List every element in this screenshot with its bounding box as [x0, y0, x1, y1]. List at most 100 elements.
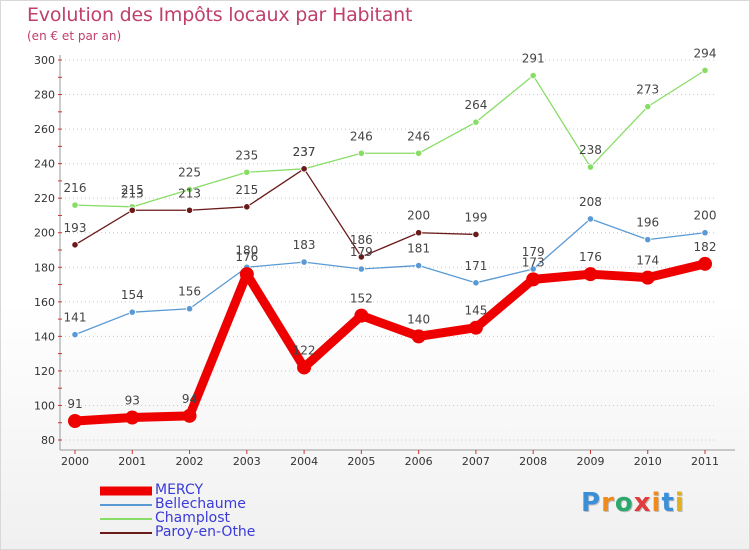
data-point — [71, 201, 79, 209]
data-point — [128, 206, 136, 214]
data-point — [640, 270, 655, 285]
data-label: 215 — [235, 183, 258, 197]
data-point — [357, 253, 365, 261]
grid — [65, 59, 715, 441]
data-label: 94 — [182, 392, 197, 406]
data-point — [185, 305, 194, 313]
series-line — [74, 218, 706, 336]
data-label: 294 — [694, 46, 717, 60]
data-point — [300, 258, 308, 266]
data-label: 246 — [407, 129, 430, 143]
data-point — [297, 360, 312, 375]
data-point — [583, 267, 598, 282]
proxiti-logo: Proxiti — [581, 488, 685, 518]
data-point — [239, 267, 254, 282]
x-tick-label: 2005 — [347, 455, 375, 468]
x-tick-label: 2008 — [519, 455, 547, 468]
data-label: 213 — [178, 186, 201, 200]
y-tick-label: 100 — [34, 399, 55, 412]
data-label: 193 — [64, 221, 87, 235]
data-point — [415, 229, 423, 237]
logo-letter: r — [601, 488, 615, 518]
data-point — [411, 329, 426, 344]
y-tick-label: 300 — [34, 54, 55, 67]
data-point — [472, 118, 480, 126]
data-point — [71, 331, 79, 339]
data-point — [243, 168, 251, 176]
data-point — [472, 279, 480, 287]
legend-label: MERCY — [155, 482, 204, 498]
data-point — [644, 103, 652, 111]
series-group — [68, 66, 712, 428]
data-point — [526, 272, 541, 287]
logo-letter: o — [614, 488, 634, 518]
data-label: 215 — [121, 183, 144, 197]
chart-subtitle: (en € et par an) — [27, 29, 122, 43]
data-label: 208 — [579, 195, 602, 209]
data-point — [68, 414, 82, 428]
x-tick-label: 2009 — [576, 455, 604, 468]
data-point — [185, 206, 194, 214]
data-point — [701, 229, 709, 237]
data-label: 237 — [293, 145, 316, 159]
logo-letter: x — [633, 488, 652, 518]
data-point — [125, 410, 140, 425]
y-tick-label: 160 — [34, 296, 55, 309]
logo-letter: i — [651, 488, 662, 518]
data-label: 156 — [178, 285, 201, 299]
legend-label: Bellechaume — [155, 496, 246, 512]
y-tick-label: 80 — [41, 434, 55, 447]
logo-letter: P — [581, 488, 602, 518]
data-label: 176 — [235, 250, 258, 264]
data-point — [529, 265, 537, 273]
axes: 80 100 120 140 160 180 200 220 240 260 280 300 2000 2… — [34, 54, 735, 468]
data-label: 179 — [522, 245, 545, 259]
series-line — [74, 168, 477, 258]
data-label: 154 — [121, 288, 144, 302]
y-tick-label: 120 — [34, 365, 55, 378]
series-champlost — [71, 66, 709, 211]
x-tick-label: 2010 — [634, 455, 662, 468]
data-point — [357, 265, 365, 273]
data-label: 291 — [522, 52, 545, 66]
legend-swatch — [100, 486, 152, 496]
data-point — [415, 149, 423, 157]
data-label: 182 — [694, 240, 717, 254]
legend-item: Champlost — [100, 511, 360, 526]
x-tick-label: 2001 — [118, 455, 146, 468]
series-bellechaume — [71, 215, 709, 339]
data-point — [300, 165, 308, 173]
data-point — [357, 149, 365, 157]
y-tick-label: 260 — [34, 123, 55, 136]
data-point — [415, 261, 423, 270]
data-point — [644, 236, 652, 244]
data-label: 140 — [407, 312, 430, 326]
data-label: 213 — [121, 186, 144, 200]
data-label: 179 — [350, 245, 373, 259]
data-point — [472, 230, 480, 239]
data-point — [586, 215, 595, 223]
logo-letter: t — [661, 488, 675, 518]
data-label: 238 — [579, 143, 602, 157]
data-label: 176 — [579, 250, 602, 264]
y-tick-label: 200 — [34, 227, 55, 240]
data-label: 225 — [178, 166, 201, 180]
series-line — [74, 69, 706, 208]
data-point — [354, 308, 369, 323]
data-label: 173 — [522, 255, 545, 269]
data-label: 200 — [407, 209, 430, 223]
data-labels: 91 93 94 176 122 152 140 145 173 176 174 182 141 154 1… — [64, 46, 717, 411]
x-tick-label: 2002 — [176, 455, 204, 468]
chart-title: Evolution des Impôts locaux par Habitant — [27, 4, 413, 26]
x-tick-label: 2011 — [691, 455, 719, 468]
data-label: 196 — [636, 216, 659, 230]
series-paroy-en-othe — [71, 165, 480, 261]
data-label: 235 — [235, 148, 258, 162]
legend-item: MERCY — [100, 482, 360, 498]
data-label: 93 — [125, 394, 140, 408]
data-point — [701, 66, 709, 74]
data-label: 216 — [64, 181, 87, 195]
data-point — [529, 71, 537, 80]
data-label: 171 — [464, 259, 487, 273]
